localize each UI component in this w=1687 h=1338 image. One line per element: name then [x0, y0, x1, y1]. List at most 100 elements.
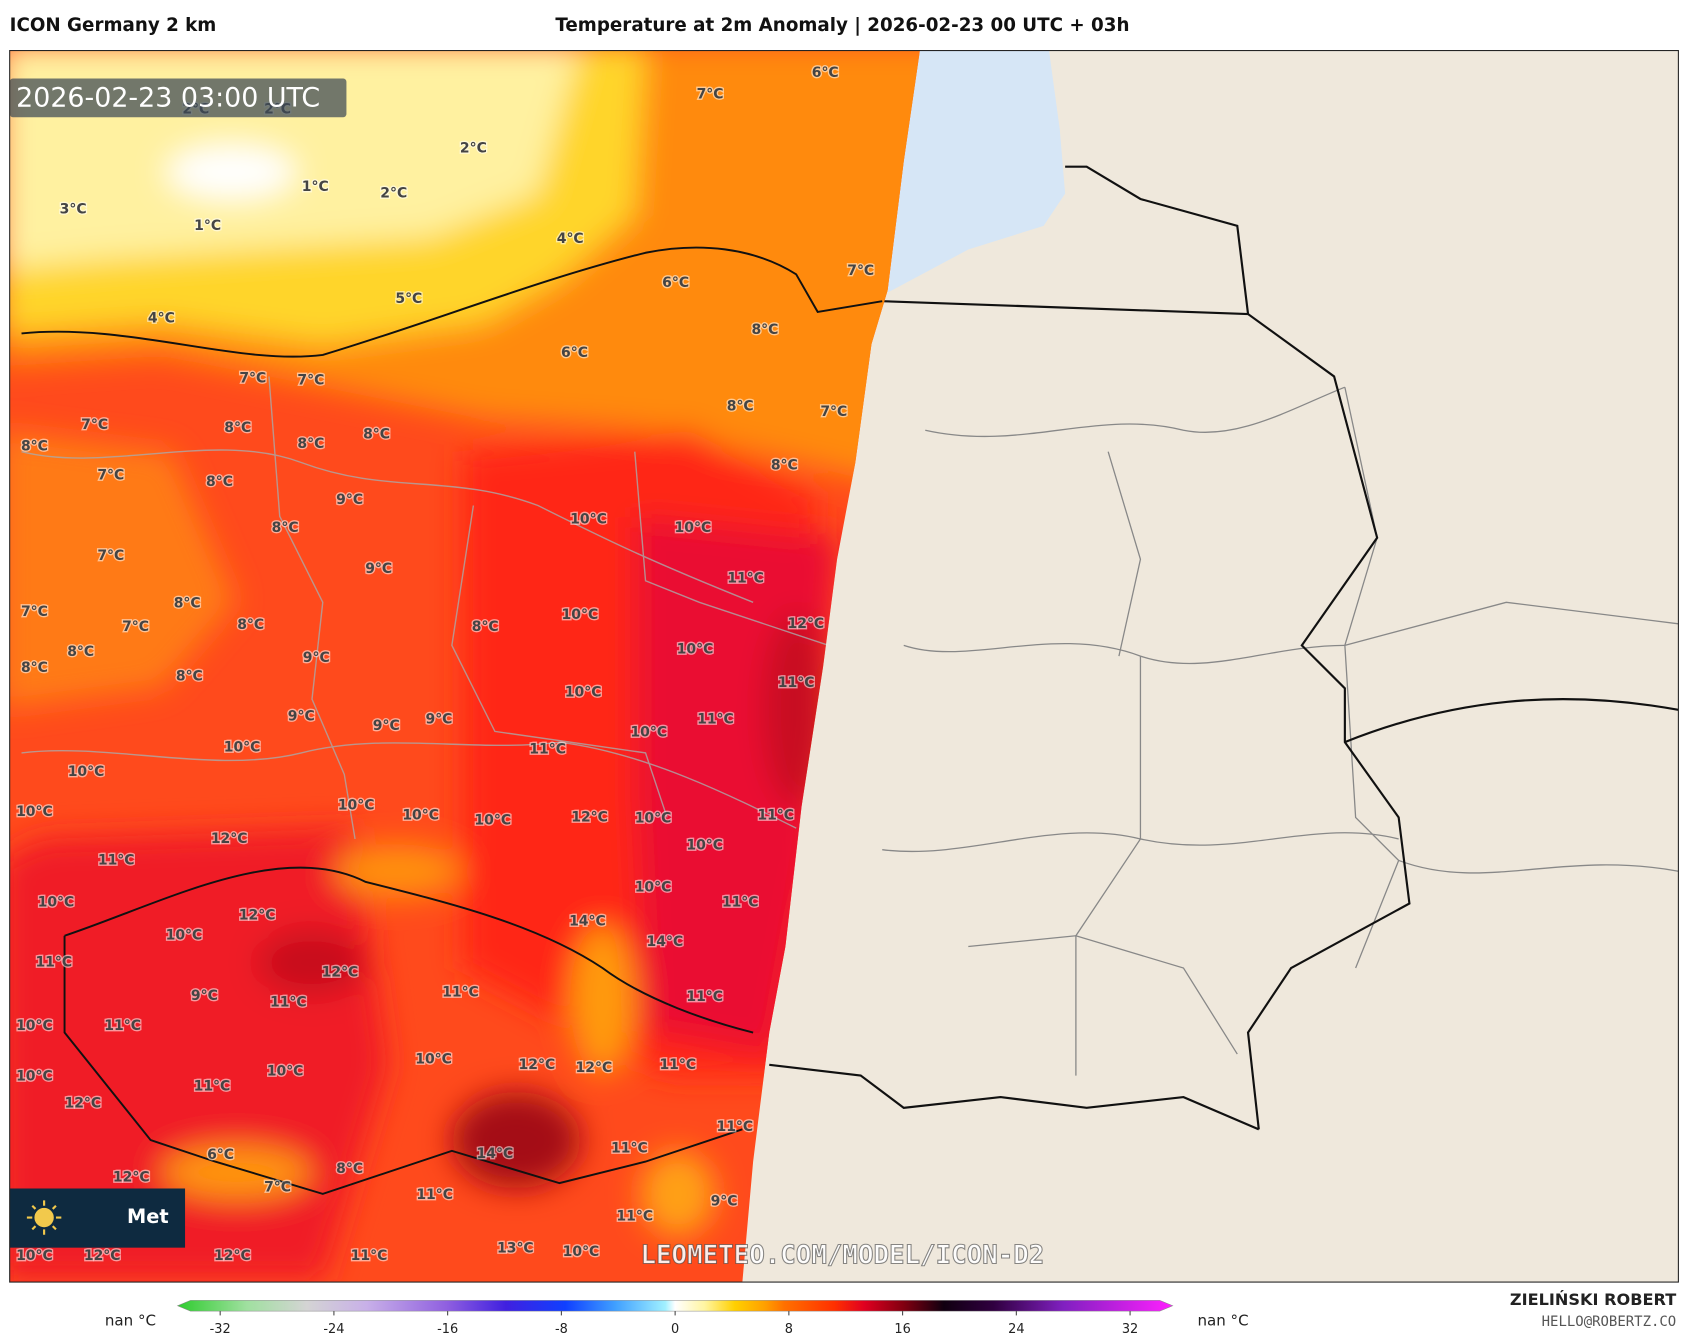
sea	[887, 50, 1066, 293]
temperature-label: 14°C	[569, 914, 606, 930]
colorbar-tick-label: 8	[785, 1322, 793, 1337]
map-frame	[9, 50, 1679, 1283]
temperature-label: 11°C	[716, 1119, 753, 1135]
temperature-label: 8°C	[363, 427, 390, 443]
colorbar-tick-label: -8	[555, 1322, 568, 1337]
temperature-label: 7°C	[122, 619, 149, 635]
temperature-label: 10°C	[68, 764, 105, 780]
temperature-label: 5°C	[395, 291, 422, 307]
temperature-label: 11°C	[35, 955, 72, 971]
temperature-label: 8°C	[297, 436, 324, 452]
temperature-label: 12°C	[322, 964, 359, 980]
temperature-label: 12°C	[571, 809, 608, 825]
temperature-label: 7°C	[264, 1179, 291, 1195]
temperature-label: 11°C	[757, 807, 794, 823]
temperature-label: 10°C	[267, 1063, 304, 1079]
colorbar-tick-label: -32	[210, 1322, 231, 1337]
temperature-label: 10°C	[166, 928, 203, 944]
temperature-label: 11°C	[98, 852, 135, 868]
temperature-label: 8°C	[237, 617, 264, 633]
temperature-label: 6°C	[812, 65, 839, 81]
temperature-label: 12°C	[113, 1170, 150, 1186]
temperature-label: 11°C	[351, 1248, 388, 1264]
logo-text: Met	[127, 1205, 169, 1228]
colorbar-tick-label: 0	[671, 1322, 679, 1337]
temperature-label: 4°C	[557, 231, 584, 247]
temperature-label: 9°C	[303, 650, 330, 666]
country-borders	[769, 165, 1679, 1131]
temperature-label: 12°C	[64, 1096, 101, 1112]
temperature-label: 8°C	[727, 399, 754, 415]
colorbar-tick-label: -16	[437, 1322, 458, 1337]
temperature-label: 7°C	[820, 404, 847, 420]
temperature-label: 8°C	[21, 438, 48, 454]
temperature-label: 11°C	[616, 1208, 653, 1224]
colorbar: -32 -24 -16 -8 0 8 16 24 32	[176, 1300, 1174, 1337]
temperature-label: 11°C	[270, 994, 307, 1010]
temperature-label: 8°C	[336, 1161, 363, 1177]
temperature-label: 7°C	[21, 604, 48, 620]
temperature-label: 11°C	[416, 1187, 453, 1203]
temperature-label: 12°C	[84, 1248, 121, 1264]
temperature-label: 10°C	[635, 811, 672, 827]
temperature-label: 14°C	[477, 1146, 514, 1162]
temperature-label: 12°C	[239, 907, 276, 923]
temperature-label: 8°C	[67, 644, 94, 660]
temperature-label: 10°C	[16, 804, 53, 820]
temperature-label: 11°C	[194, 1078, 231, 1094]
temperature-label: 9°C	[191, 988, 218, 1004]
temperature-label: 10°C	[635, 879, 672, 895]
temperature-label: 8°C	[21, 660, 48, 676]
temperature-label: 7°C	[697, 87, 724, 103]
temperature-label: 10°C	[563, 1244, 600, 1260]
temperature-label: 8°C	[272, 520, 299, 536]
temperature-label: 1°C	[302, 179, 329, 195]
temperature-label: 7°C	[239, 371, 266, 387]
temperature-label: 6°C	[207, 1147, 234, 1163]
temperature-label: 7°C	[847, 263, 874, 279]
temperature-label: 13°C	[497, 1241, 534, 1257]
temperature-label: 12°C	[214, 1248, 251, 1264]
temperature-label: 9°C	[373, 718, 400, 734]
temperature-label: 11°C	[727, 571, 764, 587]
temperature-label: 2°C	[460, 140, 487, 156]
temperature-label: 10°C	[16, 1018, 53, 1034]
map-title: Temperature at 2m Anomaly | 2026-02-23 0…	[555, 15, 1129, 36]
temperature-label: 11°C	[697, 712, 734, 728]
temperature-label: 10°C	[565, 685, 602, 701]
temperature-label: 10°C	[38, 894, 75, 910]
temperature-label: 10°C	[562, 607, 599, 623]
temperature-label: 11°C	[529, 742, 566, 758]
temperature-label: 12°C	[576, 1060, 613, 1076]
timestamp-box	[9, 78, 347, 118]
temperature-label: 7°C	[81, 417, 108, 433]
temperature-label: 11°C	[442, 985, 479, 1001]
temperature-label: 12°C	[519, 1057, 556, 1073]
model-title: ICON Germany 2 km	[10, 15, 217, 36]
temperature-label: 8°C	[174, 595, 201, 611]
temperature-label: 9°C	[288, 708, 315, 724]
temperature-label: 10°C	[415, 1051, 452, 1067]
temperature-label: 10°C	[402, 807, 439, 823]
temperature-label: 8°C	[206, 474, 233, 490]
temperature-label: 6°C	[662, 275, 689, 291]
credit-email: HELLO@ROBERTZ.CO	[1542, 1314, 1677, 1330]
watermark: LEOMETEO.COM/MODEL/ICON-D2	[640, 1241, 1044, 1271]
temperature-label: 9°C	[425, 712, 452, 728]
temperature-label: 14°C	[647, 934, 684, 950]
temperature-label: 10°C	[675, 520, 712, 536]
temperature-label: 8°C	[751, 322, 778, 338]
temperature-label: 4°C	[148, 310, 175, 326]
temperature-label: 8°C	[176, 669, 203, 685]
temperature-label: 6°C	[561, 345, 588, 361]
admin-borders	[882, 386, 1679, 1076]
temperature-label: 3°C	[60, 202, 87, 218]
temperature-label: 7°C	[97, 548, 124, 564]
timestamp: 2026-02-23 03:00 UTC	[16, 82, 320, 113]
temperature-label: 1°C	[194, 218, 221, 234]
temperature-label: 12°C	[211, 831, 248, 847]
temperature-label: 9°C	[711, 1193, 738, 1209]
temperature-label: 9°C	[365, 561, 392, 577]
temperature-label: 9°C	[336, 492, 363, 508]
temperature-label: 11°C	[778, 675, 815, 691]
